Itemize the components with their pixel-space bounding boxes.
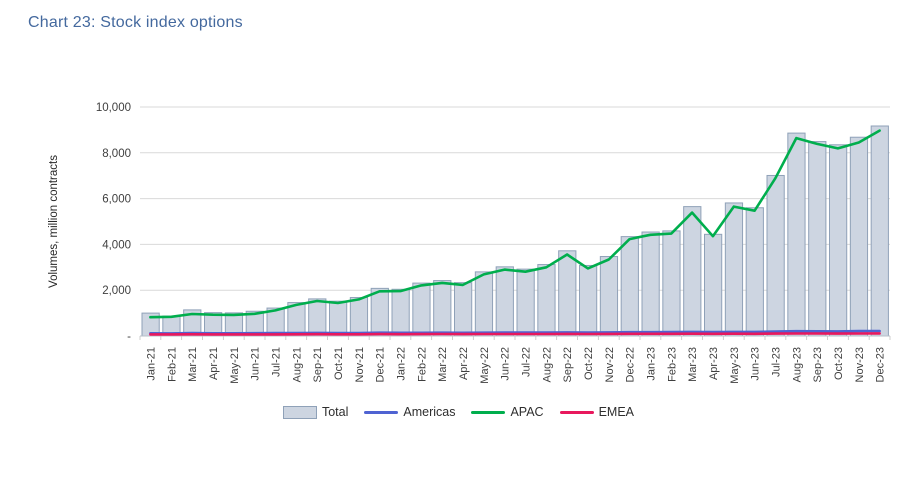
x-tick-label: Jul-21	[270, 347, 282, 377]
x-tick-label: Jul-23	[770, 347, 782, 377]
bar-total	[599, 256, 619, 337]
bar-total	[808, 141, 827, 337]
x-tick-label: Jan-22	[395, 347, 407, 381]
x-tick-label: Dec-21	[375, 347, 387, 382]
line-apac	[149, 129, 881, 319]
x-tick-label: Sep-21	[312, 347, 324, 382]
x-tick-label: Oct-22	[583, 347, 595, 380]
bar-total	[662, 230, 681, 337]
x-tick-label: Feb-23	[666, 347, 678, 382]
bar-total	[704, 233, 723, 337]
x-tick-label: May-23	[729, 347, 741, 384]
legend-label-americas: Americas	[403, 405, 456, 419]
x-tick-label: Aug-23	[791, 347, 803, 382]
apac-line-swatch	[471, 410, 506, 414]
x-tick-label: Nov-22	[604, 347, 616, 382]
bar-total	[641, 231, 660, 337]
x-tick-label: Jun-23	[750, 347, 762, 381]
legend-item-americas: Americas	[364, 405, 455, 419]
y-tick-label: 4,000	[102, 239, 131, 251]
bar-total	[391, 288, 410, 337]
bar-total	[433, 280, 452, 337]
legend-item-emea: EMEA	[559, 405, 635, 419]
x-tick-label: Jun-21	[250, 347, 262, 381]
y-tick-label: -	[127, 331, 131, 343]
x-tick-label: Feb-22	[416, 347, 428, 382]
bar-total	[579, 264, 598, 337]
x-tick-label: Dec-22	[625, 347, 637, 382]
x-tick-label: Mar-23	[687, 347, 699, 382]
legend-label-emea: EMEA	[598, 405, 635, 419]
bar-total	[829, 144, 848, 337]
y-tick-label: 8,000	[102, 148, 131, 160]
x-tick-label: Aug-21	[291, 347, 303, 382]
bar-total	[787, 132, 806, 337]
x-tick-label: Sep-23	[812, 347, 824, 382]
y-tick-label: 6,000	[102, 194, 131, 206]
volume-chart: - 2,000 4,000 6,000 8,000 10,000 Volumes, mill…	[48, 102, 891, 384]
chart-title: Chart 23: Stock index options	[28, 14, 243, 31]
bar-total	[620, 236, 639, 337]
x-tick-label: Nov-23	[854, 347, 866, 382]
bar-total	[870, 125, 889, 337]
chart-legend: Total Americas APAC EMEA	[0, 405, 917, 419]
bar-total	[766, 174, 785, 337]
bar-total	[516, 268, 535, 337]
x-tick-label: Sep-22	[562, 347, 574, 382]
americas-line-swatch	[364, 410, 399, 414]
bar-total	[370, 287, 389, 337]
y-tick-label: 2,000	[102, 285, 131, 297]
x-tick-label: Aug-22	[541, 347, 553, 382]
x-tick-label: Apr-22	[458, 347, 470, 380]
bar-total	[308, 298, 327, 337]
x-tick-label: Apr-23	[708, 347, 720, 380]
legend-item-apac: APAC	[471, 405, 544, 419]
bar-total	[329, 300, 348, 337]
x-tick-label: Jun-22	[500, 347, 512, 381]
x-tick-label: Nov-21	[354, 347, 366, 382]
x-tick-label: Oct-21	[333, 347, 345, 380]
bar-total	[745, 207, 764, 337]
x-tick-label: May-22	[479, 347, 491, 384]
total-bar-swatch	[282, 405, 317, 419]
bar-total	[849, 136, 869, 337]
y-axis-title: Volumes, million contracts	[48, 155, 60, 288]
x-tick-label: Apr-21	[208, 347, 220, 380]
x-tick-label: Jul-22	[520, 347, 532, 377]
x-tick-label: Jan-21	[145, 347, 157, 381]
legend-label-total: Total	[321, 405, 349, 419]
x-tick-label: Mar-21	[187, 347, 199, 382]
line-emea	[149, 332, 881, 336]
bar-total	[474, 271, 494, 337]
x-tick-label: Dec-23	[875, 347, 887, 382]
x-tick-label: Oct-23	[833, 347, 845, 380]
bar-total	[412, 282, 431, 337]
bar-total	[558, 250, 577, 337]
bar-total	[683, 206, 702, 337]
bar-total	[724, 202, 744, 337]
bar-total	[454, 282, 473, 337]
bar-total	[495, 266, 514, 337]
bar-total	[349, 297, 369, 337]
x-tick-label: May-21	[229, 347, 241, 384]
legend-label-apac: APAC	[510, 405, 544, 419]
x-tick-label: Jan-23	[645, 347, 657, 381]
emea-line-swatch	[559, 410, 594, 414]
x-tick-label: Mar-22	[437, 347, 449, 382]
y-tick-label: 10,000	[96, 102, 131, 114]
legend-item-total: Total	[282, 405, 349, 419]
bar-total	[537, 264, 556, 337]
x-tick-label: Feb-21	[166, 347, 178, 382]
